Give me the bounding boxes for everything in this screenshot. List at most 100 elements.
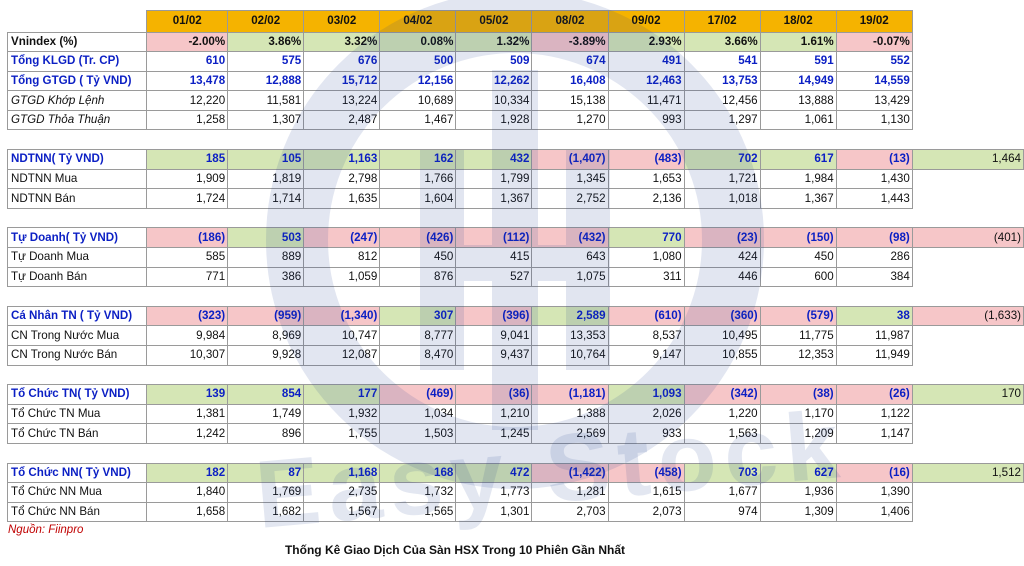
- value-cell: 1,075: [531, 266, 609, 288]
- value-cell: 8,537: [607, 325, 685, 346]
- value-cell: (610): [607, 305, 685, 327]
- value-cell: 770: [607, 227, 685, 249]
- value-cell: 15,712: [303, 70, 381, 92]
- value-cell: 286: [835, 247, 913, 268]
- value-cell: 13,888: [759, 90, 837, 111]
- value-cell: 491: [607, 51, 685, 72]
- spacer-cell: [303, 207, 380, 229]
- value-cell: 1,714: [227, 188, 305, 209]
- value-cell: 12,262: [455, 70, 533, 92]
- value-cell: (186): [146, 227, 229, 249]
- value-cell: 432: [455, 149, 533, 170]
- value-cell: 16,408: [531, 70, 609, 92]
- row-label: Tổ Chức TN( Tỷ VND): [6, 384, 148, 405]
- value-cell: 11,775: [759, 325, 837, 346]
- value-cell: 12,156: [379, 70, 457, 92]
- spacer-cell: [684, 207, 761, 229]
- total-cell: 170: [911, 384, 1024, 405]
- empty-cell: [912, 110, 1023, 130]
- row-label: Tổ Chức TN Mua: [6, 403, 148, 425]
- value-cell: 1,309: [759, 501, 837, 523]
- total-cell: 1,464: [911, 149, 1024, 170]
- value-cell: 14,949: [759, 70, 837, 92]
- spacer-row: [7, 364, 1024, 386]
- header-spacer: [8, 11, 147, 33]
- value-cell: 1,467: [379, 109, 457, 131]
- value-cell: 1,168: [303, 462, 381, 484]
- value-cell: 10,747: [303, 325, 381, 346]
- value-cell: 2,703: [531, 501, 609, 523]
- value-cell: 38: [835, 305, 913, 327]
- empty-cell: [912, 326, 1023, 346]
- value-cell: 527: [455, 266, 533, 288]
- spacer-cell: [912, 365, 1023, 385]
- value-cell: 1,018: [683, 188, 761, 209]
- value-cell: 552: [835, 51, 913, 72]
- table-row: Cá Nhân TN ( Tỷ VND) (323) (959) (1,340) 307…: [6, 305, 1024, 327]
- value-cell: 876: [379, 266, 457, 288]
- value-cell: 1,773: [455, 482, 533, 503]
- source-note: Nguồn: Fiinpro: [8, 524, 84, 536]
- spacer-cell: [146, 364, 228, 386]
- table-row: NDTNN Bán 1,724 1,714 1,635 1,604 1,367 2,752 2…: [6, 188, 1024, 209]
- value-cell: 12,463: [607, 70, 685, 92]
- spacer-cell: [760, 364, 837, 386]
- value-cell: 1.61%: [759, 31, 837, 53]
- spacer-cell: [227, 207, 304, 229]
- value-cell: 11,949: [835, 345, 913, 366]
- value-cell: 2,136: [607, 188, 685, 209]
- value-cell: 1,567: [303, 501, 381, 523]
- row-label: Tổng KLGD (Tr. CP): [6, 51, 148, 72]
- value-cell: 446: [683, 266, 761, 288]
- value-cell: 1,565: [379, 501, 457, 523]
- value-cell: (959): [227, 305, 305, 327]
- value-cell: 1,130: [835, 109, 913, 131]
- spacer-cell: [379, 286, 456, 307]
- value-cell: (13): [835, 149, 913, 170]
- value-cell: 2,487: [303, 109, 381, 131]
- value-cell: 1,059: [303, 266, 381, 288]
- date-header: 09/02: [607, 10, 685, 33]
- value-cell: (1,181): [531, 384, 609, 405]
- value-cell: 1,406: [835, 501, 913, 523]
- date-header: 02/02: [227, 10, 305, 33]
- value-cell: (360): [683, 305, 761, 327]
- value-cell: 1,928: [455, 109, 533, 131]
- value-cell: 1,270: [531, 109, 609, 131]
- value-cell: 1,242: [146, 423, 229, 444]
- spacer-cell: [836, 207, 913, 229]
- table-row: Tổ Chức NN( Tỷ VND) 182 87 1,168 168 472 (1,42…: [6, 462, 1024, 484]
- total-cell: 1,512: [911, 462, 1024, 484]
- value-cell: 896: [227, 423, 305, 444]
- value-cell: 1,909: [146, 168, 229, 190]
- value-cell: 162: [379, 149, 457, 170]
- value-cell: 2,752: [531, 188, 609, 209]
- value-cell: 2.93%: [607, 31, 685, 53]
- spacer-cell: [379, 129, 456, 151]
- table-row: Tổng GTGD ( Tỷ VND) 13,478 12,888 15,712 12,…: [6, 70, 1024, 92]
- spacer-cell: [7, 364, 147, 386]
- value-cell: 771: [146, 266, 229, 288]
- spacer-cell: [531, 129, 609, 151]
- value-cell: 610: [146, 51, 229, 72]
- value-cell: 1,258: [146, 109, 229, 131]
- value-cell: 87: [227, 462, 305, 484]
- spacer-cell: [146, 207, 228, 229]
- value-cell: 139: [146, 384, 229, 405]
- empty-cell: [912, 248, 1023, 268]
- value-cell: 1,503: [379, 423, 457, 444]
- table-row: Tổ Chức TN Mua 1,381 1,749 1,932 1,034 1,210 1…: [6, 403, 1024, 425]
- spacer-cell: [146, 442, 228, 464]
- spacer-row: [7, 286, 1024, 307]
- row-label: Vnindex (%): [6, 31, 148, 53]
- value-cell: 503: [227, 227, 305, 249]
- value-cell: (26): [835, 384, 913, 405]
- value-cell: 13,353: [531, 325, 609, 346]
- date-header-row: 01/02 02/02 03/02 04/02 05/02 08/02 09/02 17/02…: [8, 10, 1024, 33]
- table-row: Tự Doanh Bán 771 386 1,059 876 527 1,075 311 446…: [6, 266, 1024, 288]
- value-cell: 1.32%: [455, 31, 533, 53]
- value-cell: 1,936: [759, 482, 837, 503]
- value-cell: 703: [683, 462, 761, 484]
- value-cell: 1,367: [759, 188, 837, 209]
- spacer-cell: [227, 129, 304, 151]
